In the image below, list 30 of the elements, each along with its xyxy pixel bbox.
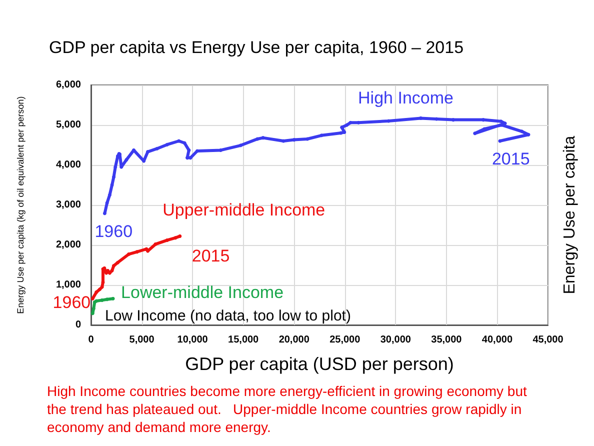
series-label: Upper-middle Income [162, 200, 326, 220]
y-tick-label: 2,000 [56, 240, 82, 250]
x-tick-label: 0 [88, 334, 94, 346]
x-tick-label: 15,000 [228, 334, 260, 346]
y-tick-label: 5,000 [56, 120, 82, 130]
annotation: Low Income (no data, too low to plot) [105, 308, 351, 324]
x-axis-title: GDP per capita (USD per person) [185, 354, 454, 374]
x-tick-label: 5,000 [129, 334, 155, 346]
x-tick-label: 10,000 [177, 334, 208, 346]
x-tick-label: 35,000 [431, 334, 462, 346]
y-tick-label: 6,000 [56, 80, 82, 90]
annotation: 1960 [94, 222, 133, 241]
annotation: 2015 [492, 150, 530, 168]
x-tick-label: 25,000 [330, 334, 361, 346]
x-tick-label: 20,000 [278, 334, 310, 346]
y-axis-title: Energy Use per capita (kg of oil equivalent per person) [16, 96, 26, 314]
series-label: High Income [358, 88, 454, 108]
x-tick-label: 40,000 [482, 334, 513, 346]
series-label: Lower-middle Income [121, 283, 284, 302]
text: High Income countries become more energy-efficient in growing economy but the trend has plateaued out. Upper-middle Income countries grow rapidly in economy and demand more energy. [47, 383, 531, 435]
chart-title: GDP per capita vs Energy Use per capita, 1960 – 2015 [49, 38, 464, 57]
annotation: 2015 [192, 246, 230, 266]
x-tick-label: 45,000 [532, 334, 564, 346]
y2-axis-title: Energy Use per capita [562, 136, 578, 294]
y-tick-label: 1,000 [56, 280, 82, 290]
y-tick-label: 3,000 [56, 200, 82, 210]
y-tick-label: 4,000 [56, 160, 82, 170]
annotation: 1960 [52, 293, 91, 312]
x-tick-label: 30,000 [380, 334, 412, 346]
y-tick-label: 0 [75, 320, 82, 330]
